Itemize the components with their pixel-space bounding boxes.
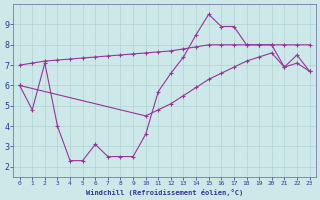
- X-axis label: Windchill (Refroidissement éolien,°C): Windchill (Refroidissement éolien,°C): [86, 189, 243, 196]
